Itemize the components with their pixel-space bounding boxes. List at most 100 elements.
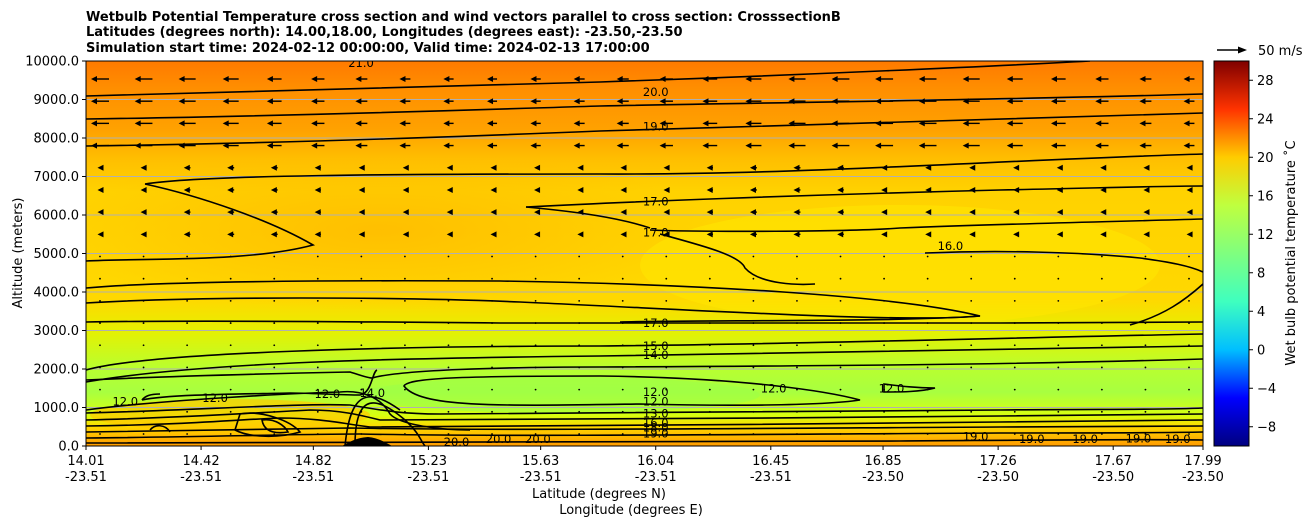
wind-vector-arrow	[1051, 142, 1066, 149]
x-tick-label-lon: -23.50	[862, 470, 904, 485]
wind-vector-arrow	[788, 142, 806, 149]
wind-vector-arrow	[970, 277, 973, 280]
y-tick-label: 9000.0	[34, 93, 80, 108]
chart-title: Wetbulb Potential Temperature cross sect…	[86, 10, 841, 56]
wind-vector-arrow	[447, 388, 450, 391]
wind-vector-arrow	[1013, 299, 1016, 302]
wind-vector-arrow	[1013, 410, 1016, 413]
wind-vector-arrow	[1188, 410, 1190, 413]
wind-vector-arrow	[490, 209, 497, 216]
y-axis-label: Altitude (meters)	[11, 198, 26, 309]
wind-vector-arrow	[706, 209, 713, 216]
x-tick-label-lon: -23.50	[1092, 470, 1134, 485]
contour-line	[86, 358, 1203, 381]
wind-vector-arrow	[659, 98, 673, 105]
contour-line	[86, 390, 471, 431]
contour-line	[86, 417, 1203, 428]
wind-vector-arrow	[534, 231, 541, 238]
wind-vector-arrow	[229, 410, 232, 413]
wind-vector-arrow	[399, 142, 411, 149]
contour-label: 19.0	[643, 119, 669, 133]
wind-vector-arrow	[316, 299, 319, 302]
wind-vector-arrow	[404, 277, 406, 280]
wind-vector-arrow	[530, 98, 541, 105]
contour-label: 12.0	[202, 391, 228, 405]
wind-vector-arrow	[702, 98, 718, 105]
wind-vector-arrow	[1013, 231, 1020, 238]
wind-vector-arrow	[1013, 366, 1016, 369]
wind-vector-arrow	[140, 231, 147, 238]
wind-vector-arrow	[1051, 98, 1066, 105]
wind-vector-arrow	[229, 299, 232, 302]
wind-vector-arrow	[227, 231, 235, 238]
x-tick-label-lat: 17.26	[980, 454, 1017, 469]
wind-vector-arrow	[573, 142, 585, 149]
wind-vector-arrow	[962, 142, 980, 149]
y-tick-label: 1000.0	[34, 401, 80, 416]
wind-vector-arrow	[1051, 76, 1066, 82]
wind-vector-arrow	[1139, 120, 1152, 127]
contour-line	[924, 250, 1203, 273]
wind-vector-arrow	[926, 410, 929, 413]
wind-vector-arrow	[142, 277, 145, 280]
wind-vector-arrow	[796, 255, 798, 258]
wind-vector-arrow	[1183, 120, 1195, 127]
wind-vector-arrow	[266, 142, 282, 149]
wind-vector-arrow	[1095, 76, 1109, 82]
wind-vector-arrow	[314, 164, 321, 171]
wind-vector-arrow	[311, 120, 325, 127]
wind-vector-arrow	[316, 322, 319, 324]
wind-vector-arrow	[1006, 120, 1023, 127]
contour-label: 19.0	[1019, 432, 1045, 446]
contour-label: 20.0	[643, 85, 669, 99]
wind-vector-arrow	[620, 186, 627, 193]
wind-vector-arrow	[1013, 255, 1016, 258]
wind-vector-arrow	[616, 98, 629, 105]
colorbar-tick-label: 8	[1257, 266, 1265, 281]
wind-vector-arrow	[491, 410, 493, 413]
wind-vector-arrow	[270, 164, 278, 171]
wind-vector-arrow	[1095, 120, 1109, 127]
wind-vector-arrow	[534, 255, 537, 258]
wind-vector-arrow	[837, 209, 844, 216]
wind-vector-arrow	[229, 433, 232, 435]
wind-vector-arrow	[1100, 388, 1103, 391]
wind-vector-arrow	[1144, 433, 1147, 435]
wind-vector-arrow	[577, 186, 584, 193]
contour-label: 14.0	[359, 386, 385, 400]
contour-line	[86, 345, 1203, 383]
wind-vector-arrow	[399, 120, 411, 127]
wind-vector-arrow	[446, 231, 453, 238]
wind-vector-arrow	[1144, 410, 1147, 413]
wind-vector-arrow	[358, 209, 365, 216]
wind-vector-arrow	[314, 186, 321, 193]
colorbar-tick-label: 16	[1257, 189, 1274, 204]
wind-vector-arrow	[1100, 344, 1103, 347]
wind-vector-arrow	[490, 164, 497, 171]
warm-region	[86, 150, 710, 310]
wind-vector-arrow	[402, 186, 409, 193]
contour-line	[649, 218, 1203, 233]
wind-vector-arrow	[229, 388, 232, 391]
wind-vector-arrow	[883, 255, 885, 258]
wind-vector-arrow	[793, 186, 801, 193]
wind-vector-arrow	[491, 344, 493, 347]
wind-vector-arrow	[1100, 410, 1103, 413]
contour-label: 19.0	[643, 426, 669, 440]
wind-vector-arrow	[708, 388, 711, 391]
wind-vector-arrow	[273, 388, 276, 391]
wind-vector-arrow	[925, 231, 932, 238]
wind-vector-arrow	[1144, 388, 1147, 391]
wind-vector-arrow	[227, 186, 235, 193]
colorbar-tick-label: −4	[1257, 382, 1276, 397]
wind-vector-arrow	[358, 231, 365, 238]
x-tick-label-lat: 14.42	[182, 454, 219, 469]
wind-vector-arrow	[1188, 255, 1190, 258]
wind-vector-arrow	[316, 388, 319, 391]
wind-vector-arrow	[491, 277, 493, 280]
wind-vector-arrow	[621, 299, 624, 302]
x-tick-label-lat: 16.85	[864, 454, 901, 469]
wind-vector-arrow	[1188, 277, 1190, 280]
wind-vector-arrow	[186, 388, 189, 391]
wind-vector-arrow	[266, 76, 282, 82]
